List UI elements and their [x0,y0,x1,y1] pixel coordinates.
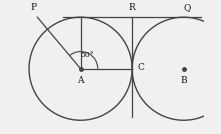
Text: P: P [31,3,37,12]
Text: A: A [77,76,84,85]
Text: 50°: 50° [80,51,93,59]
Text: R: R [129,3,135,12]
Text: C: C [137,62,144,72]
Text: B: B [180,76,187,85]
Text: Q: Q [183,3,191,12]
